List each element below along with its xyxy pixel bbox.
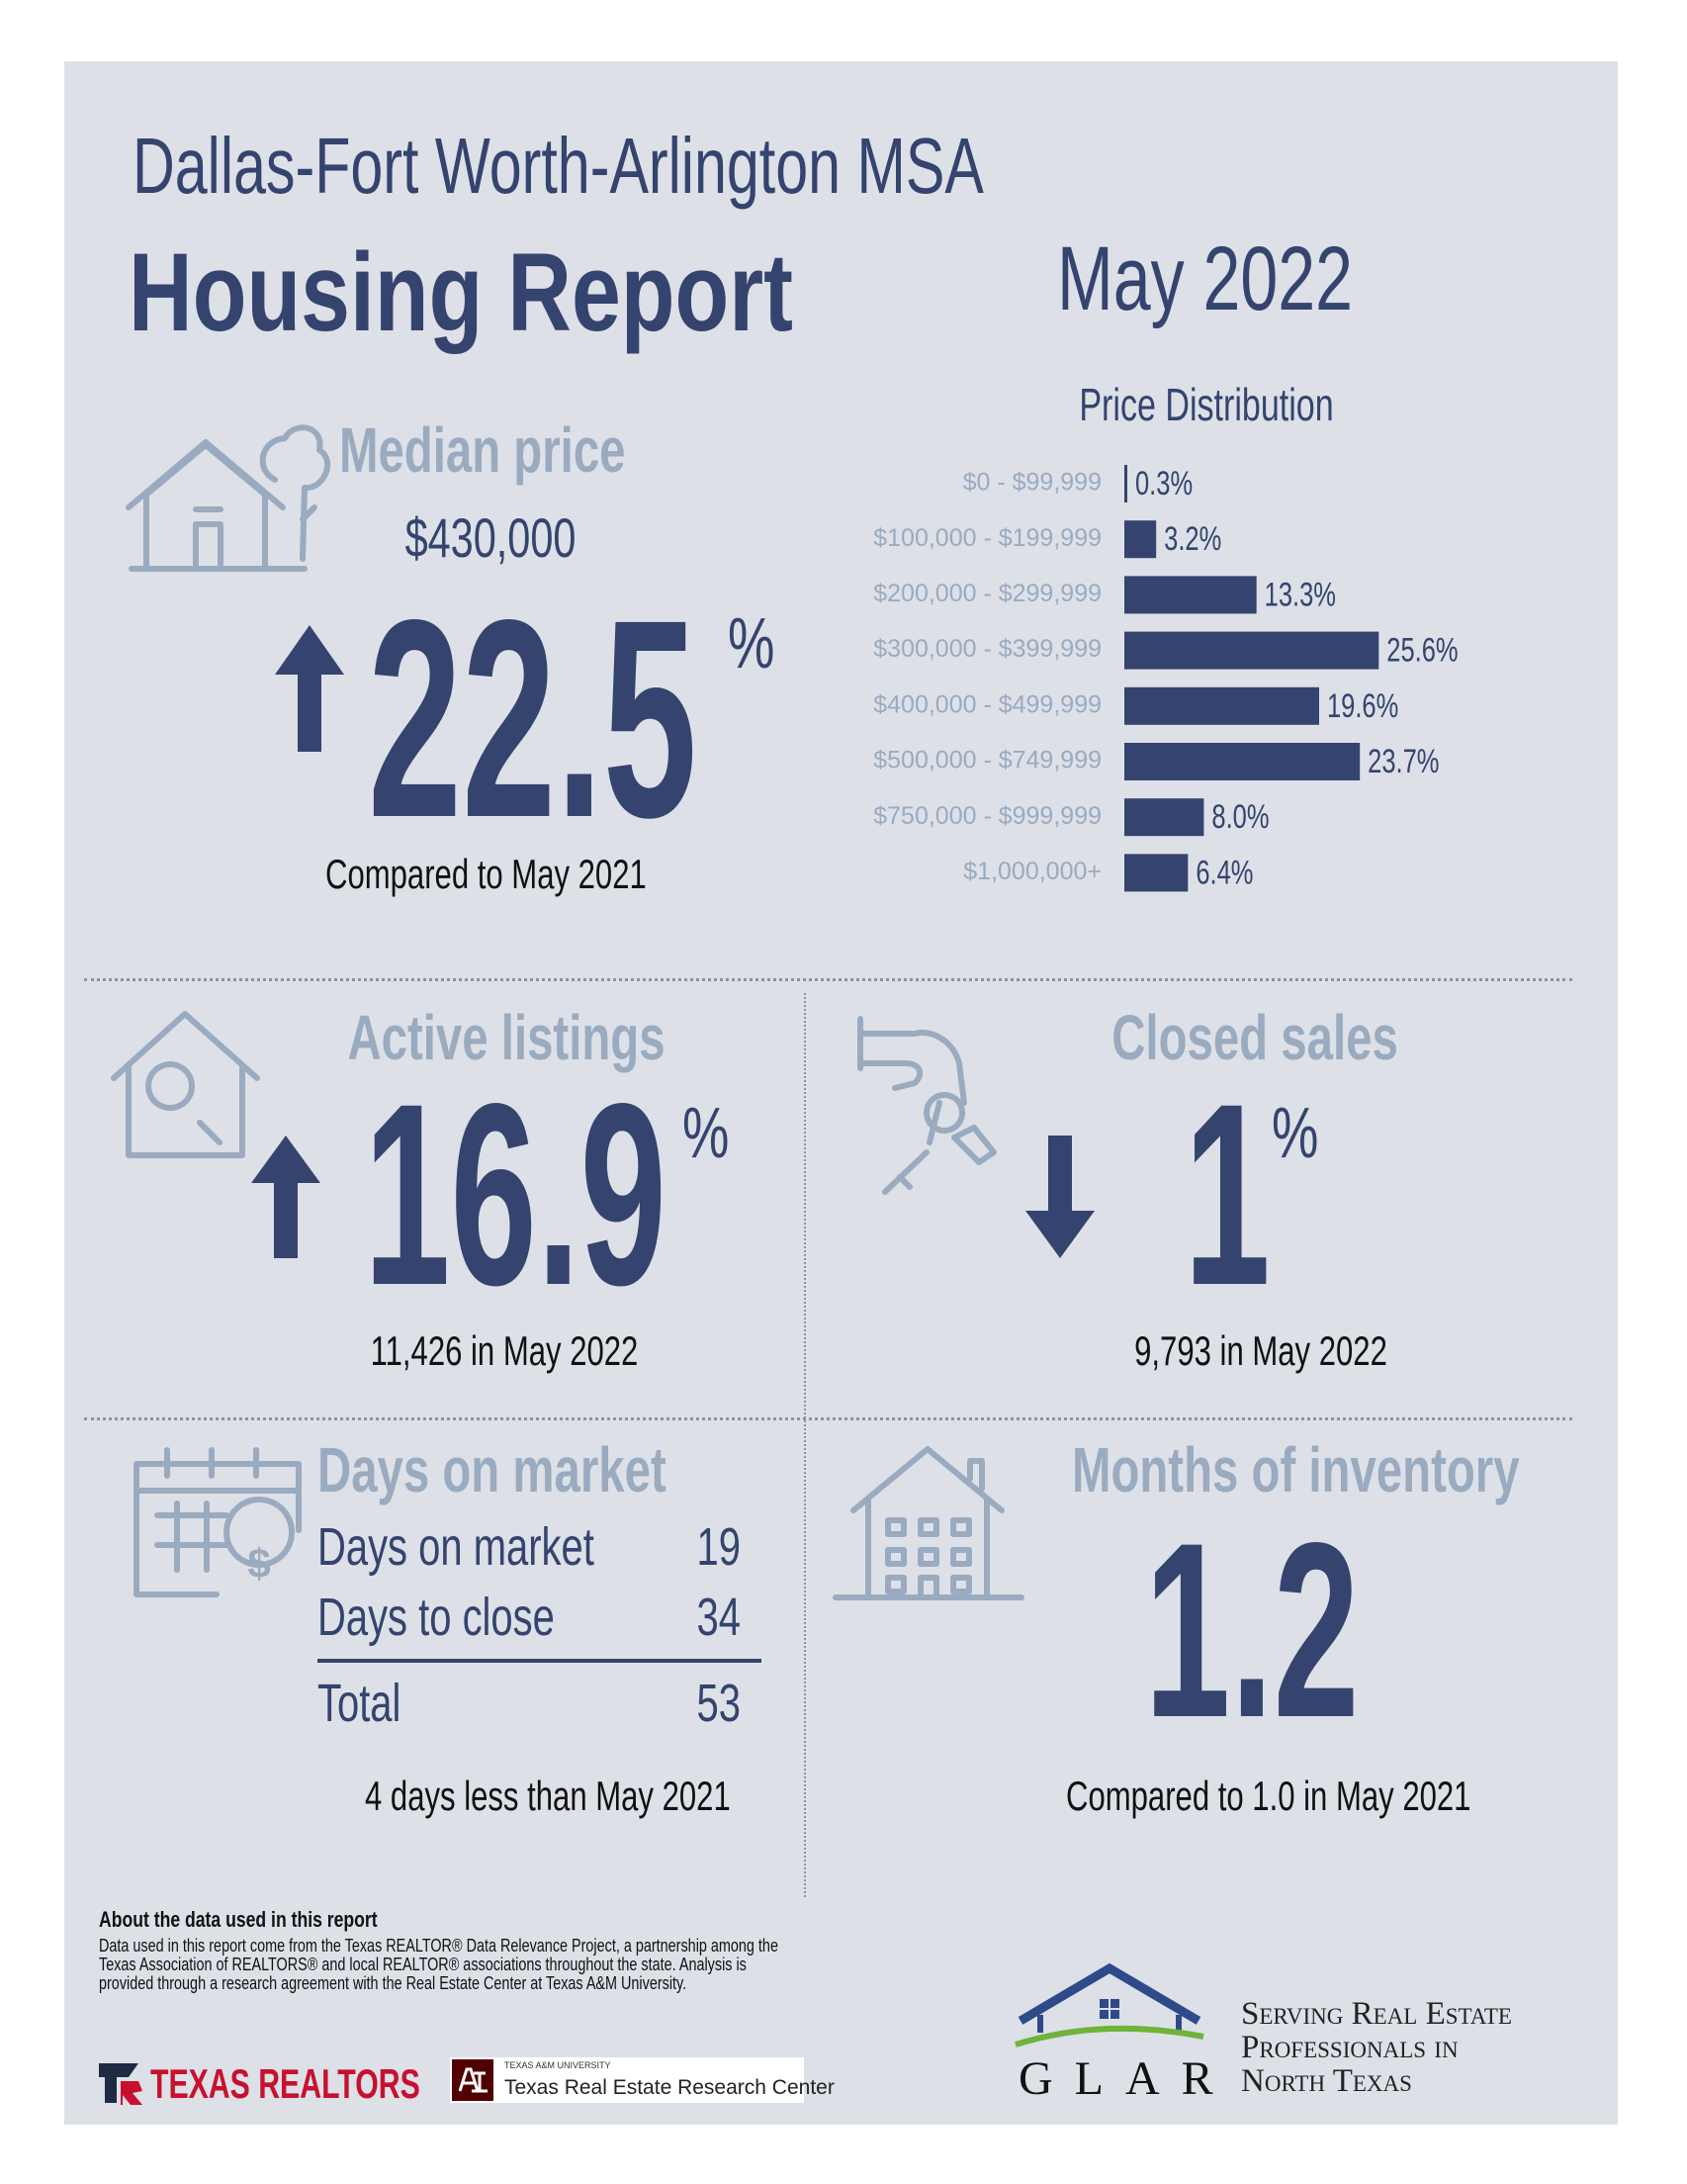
value-label: 3.2% xyxy=(1164,521,1221,558)
active-listings-label: Active listings xyxy=(347,1002,666,1073)
texas-realtors-logo: TEXAS REALTORS xyxy=(150,2060,420,2107)
category-label: $0 - $99,999 xyxy=(963,469,1102,497)
value-label: 23.7% xyxy=(1368,744,1439,780)
closed-sales-note: 9,793 in May 2022 xyxy=(1134,1327,1387,1374)
report-title: Housing Report xyxy=(129,230,793,354)
median-price-label: Median price xyxy=(339,414,626,486)
median-price-change: 22.5 xyxy=(368,562,697,876)
active-listings-change: 16.9 xyxy=(364,1049,666,1339)
closed-sales-change: 1 xyxy=(1184,1049,1271,1339)
region-title: Dallas-Fort Worth-Arlington MSA xyxy=(133,122,984,210)
tamu-logo-box xyxy=(450,2057,804,2103)
row-label: Total xyxy=(317,1674,401,1733)
days-on-market-label: Days on market xyxy=(317,1434,666,1505)
price-distribution-chart: $0 - $99,999 0.3% $100,000 - $199,999 3.2% $… xyxy=(873,465,1459,892)
bar xyxy=(1124,520,1157,559)
house-tree-icon xyxy=(126,424,331,572)
row-value: 34 xyxy=(696,1588,741,1647)
value-label: 19.6% xyxy=(1327,687,1398,724)
arrow-down xyxy=(1025,1136,1095,1258)
tagline-line: North Texas xyxy=(1241,2063,1412,2099)
house-search-icon xyxy=(111,1011,260,1158)
bar xyxy=(1124,743,1361,780)
arrow-up xyxy=(251,1136,320,1258)
tagline-line: Serving Real Estate xyxy=(1241,1996,1512,2032)
percent-sign: % xyxy=(728,604,775,683)
days-on-market-note: 4 days less than May 2021 xyxy=(365,1773,731,1819)
tamu-mark xyxy=(452,2059,493,2101)
table-rule xyxy=(317,1659,761,1663)
glar-house-mark xyxy=(1015,1962,1204,2048)
category-label: $400,000 - $499,999 xyxy=(873,690,1102,718)
value-label: 25.6% xyxy=(1386,632,1458,669)
bar xyxy=(1124,465,1128,502)
about-title: About the data used in this report xyxy=(99,1907,378,1932)
months-of-inventory-label: Months of inventory xyxy=(1072,1434,1520,1505)
value-label: 13.3% xyxy=(1265,577,1336,613)
bar xyxy=(1124,854,1189,892)
bar xyxy=(1124,576,1257,614)
months-of-inventory-note: Compared to 1.0 in May 2021 xyxy=(1066,1773,1471,1819)
chart-title: Price Distribution xyxy=(1079,379,1334,430)
row-value: 19 xyxy=(696,1517,741,1577)
building-icon xyxy=(833,1446,1024,1600)
category-label: $300,000 - $399,999 xyxy=(873,635,1102,663)
percent-sign: % xyxy=(682,1094,730,1173)
report-panel xyxy=(64,61,1618,2125)
hand-key-icon xyxy=(857,1016,997,1195)
separator xyxy=(84,1417,1572,1420)
category-label: $500,000 - $749,999 xyxy=(873,747,1102,774)
value-label: 8.0% xyxy=(1211,799,1269,836)
separator xyxy=(84,978,1572,981)
percent-sign: % xyxy=(1272,1094,1319,1173)
report-period: May 2022 xyxy=(1057,228,1353,329)
value-label: 0.3% xyxy=(1135,466,1193,502)
category-label: $1,000,000+ xyxy=(963,858,1102,885)
glar-logo: GLAR xyxy=(1019,2052,1235,2105)
bar xyxy=(1124,798,1204,837)
category-label: $100,000 - $199,999 xyxy=(873,524,1102,552)
row-label: Days on market xyxy=(317,1517,594,1577)
about-text: Data used in this report come from the T… xyxy=(99,1936,778,1993)
arrow-up xyxy=(275,625,344,752)
svg-text:$: $ xyxy=(247,1540,270,1587)
tamu-university: TEXAS A&M UNIVERSITY xyxy=(504,2060,611,2070)
calendar-icon: $ xyxy=(133,1447,302,1597)
texas-realtors-mark xyxy=(99,2063,142,2105)
row-value: 53 xyxy=(696,1674,741,1733)
category-label: $750,000 - $999,999 xyxy=(873,802,1102,830)
separator xyxy=(804,993,806,1897)
category-label: $200,000 - $299,999 xyxy=(873,580,1102,607)
median-price-note: Compared to May 2021 xyxy=(325,851,647,897)
bar xyxy=(1124,631,1379,670)
median-price-value: $430,000 xyxy=(404,506,577,569)
active-listings-note: 11,426 in May 2022 xyxy=(370,1327,639,1374)
months-of-inventory-value: 1.2 xyxy=(1144,1492,1360,1770)
tamu-center: Texas Real Estate Research Center xyxy=(504,2076,835,2099)
row-label: Days to close xyxy=(317,1588,555,1647)
value-label: 6.4% xyxy=(1196,855,1253,891)
bar xyxy=(1124,686,1319,725)
about-section: About the data used in this report Data … xyxy=(99,1907,781,1993)
closed-sales-label: Closed sales xyxy=(1111,1002,1398,1073)
tagline-line: Professionals in xyxy=(1241,2030,1459,2065)
